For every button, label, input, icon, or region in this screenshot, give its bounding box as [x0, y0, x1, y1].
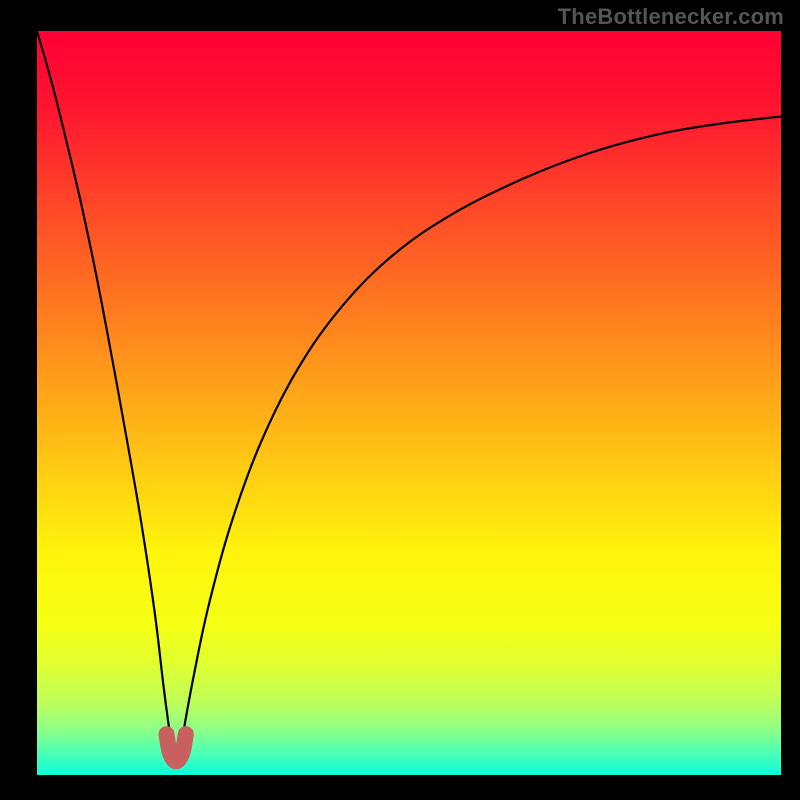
plot-gradient-background — [37, 31, 781, 775]
watermark-text: TheBottlenecker.com — [558, 4, 784, 30]
frame-bottom — [0, 775, 800, 800]
frame-right — [781, 0, 800, 800]
frame-left — [0, 0, 37, 800]
bottleneck-chart — [0, 0, 800, 800]
